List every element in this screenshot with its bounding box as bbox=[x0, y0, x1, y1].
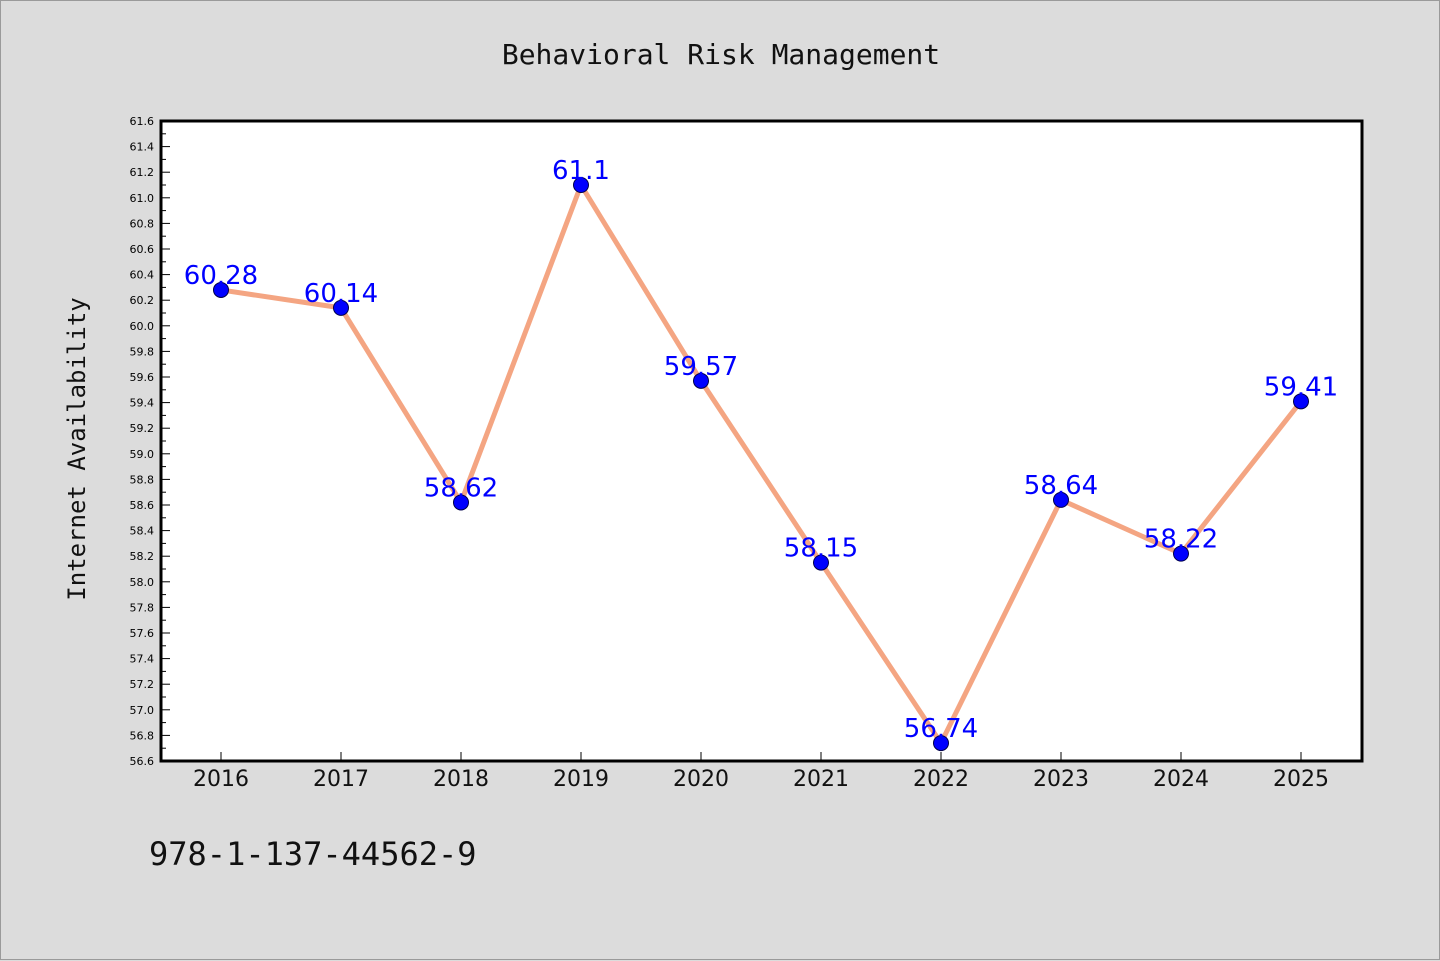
y-tick-label: 60.8 bbox=[130, 217, 155, 230]
data-point bbox=[693, 372, 709, 389]
data-point bbox=[933, 735, 949, 752]
y-tick-label: 58.0 bbox=[130, 576, 155, 589]
data-label: 58.22 bbox=[1144, 525, 1218, 555]
y-tick-label: 59.8 bbox=[130, 345, 155, 358]
series-layer: 60.28 60.14 58.62 61.1 59.57 58.15 56.74 58.64 5… bbox=[184, 156, 1338, 752]
data-point bbox=[573, 177, 589, 193]
data-point bbox=[213, 281, 229, 298]
x-tick-label: 2019 bbox=[553, 767, 609, 792]
y-tick-label: 56.8 bbox=[130, 729, 155, 742]
data-label: 60.14 bbox=[304, 279, 378, 309]
y-tick-label: 58.4 bbox=[130, 525, 155, 538]
y-tick-label: 57.2 bbox=[130, 678, 155, 691]
x-tick-label: 2017 bbox=[313, 767, 369, 792]
data-point bbox=[1173, 545, 1189, 562]
isbn-text: 978-1-137-44562-9 bbox=[149, 835, 477, 873]
data-label: 59.57 bbox=[664, 352, 738, 382]
x-tick-label: 2018 bbox=[433, 767, 489, 792]
y-tick-label: 59.6 bbox=[130, 371, 155, 384]
x-tick-label: 2024 bbox=[1153, 767, 1209, 792]
y-axis-ticks: 56.6 56.8 57.0 57.2 57.4 57.6 57.8 58.0 58.2 58.4… bbox=[130, 115, 170, 768]
plot-area bbox=[161, 121, 1362, 761]
x-tick-label: 2023 bbox=[1033, 767, 1089, 792]
plot-border bbox=[159, 119, 1364, 763]
y-tick-label: 59.4 bbox=[130, 397, 155, 410]
y-tick-label: 58.2 bbox=[130, 550, 155, 563]
y-tick-label: 61.6 bbox=[130, 115, 155, 128]
y-tick-label: 58.6 bbox=[130, 499, 155, 512]
data-label: 59.41 bbox=[1264, 372, 1338, 402]
x-tick-label: 2021 bbox=[793, 767, 849, 792]
x-axis-ticks: 2016 2017 2018 2019 2020 2021 2022 2023 2024 2025 bbox=[193, 752, 1329, 792]
y-tick-label: 58.8 bbox=[130, 473, 155, 486]
data-point bbox=[333, 299, 349, 316]
y-tick-label: 61.2 bbox=[130, 166, 155, 179]
data-label: 60.28 bbox=[184, 261, 258, 291]
y-axis-label: Internet Availability bbox=[63, 297, 91, 600]
y-tick-label: 61.4 bbox=[130, 141, 155, 154]
y-tick-label: 60.6 bbox=[130, 243, 155, 256]
y-tick-label: 59.2 bbox=[130, 422, 155, 435]
y-tick-label: 57.0 bbox=[130, 704, 155, 717]
x-tick-label: 2020 bbox=[673, 767, 729, 792]
data-label: 58.62 bbox=[424, 473, 498, 503]
y-tick-label: 56.6 bbox=[130, 755, 155, 768]
y-tick-label: 57.6 bbox=[130, 627, 155, 640]
y-tick-label: 60.4 bbox=[130, 269, 155, 282]
x-tick-label: 2025 bbox=[1273, 767, 1329, 792]
y-tick-label: 57.8 bbox=[130, 601, 155, 614]
data-label: 61.1 bbox=[552, 156, 610, 186]
x-tick-label: 2016 bbox=[193, 767, 249, 792]
chart-title: Behavioral Risk Management bbox=[502, 38, 940, 71]
y-tick-label: 57.4 bbox=[130, 653, 155, 666]
data-point bbox=[453, 494, 469, 511]
y-tick-label: 59.0 bbox=[130, 448, 155, 461]
data-point bbox=[1293, 393, 1309, 410]
data-label: 58.64 bbox=[1024, 471, 1098, 501]
y-tick-label: 60.2 bbox=[130, 294, 155, 307]
series-line bbox=[218, 182, 1304, 746]
data-label: 56.74 bbox=[904, 714, 978, 744]
y-tick-label: 60.0 bbox=[130, 320, 155, 333]
y-tick-label: 61.0 bbox=[130, 192, 155, 205]
data-point bbox=[813, 554, 829, 571]
x-tick-label: 2022 bbox=[913, 767, 969, 792]
data-point bbox=[1053, 491, 1069, 508]
data-label: 58.15 bbox=[784, 534, 858, 564]
